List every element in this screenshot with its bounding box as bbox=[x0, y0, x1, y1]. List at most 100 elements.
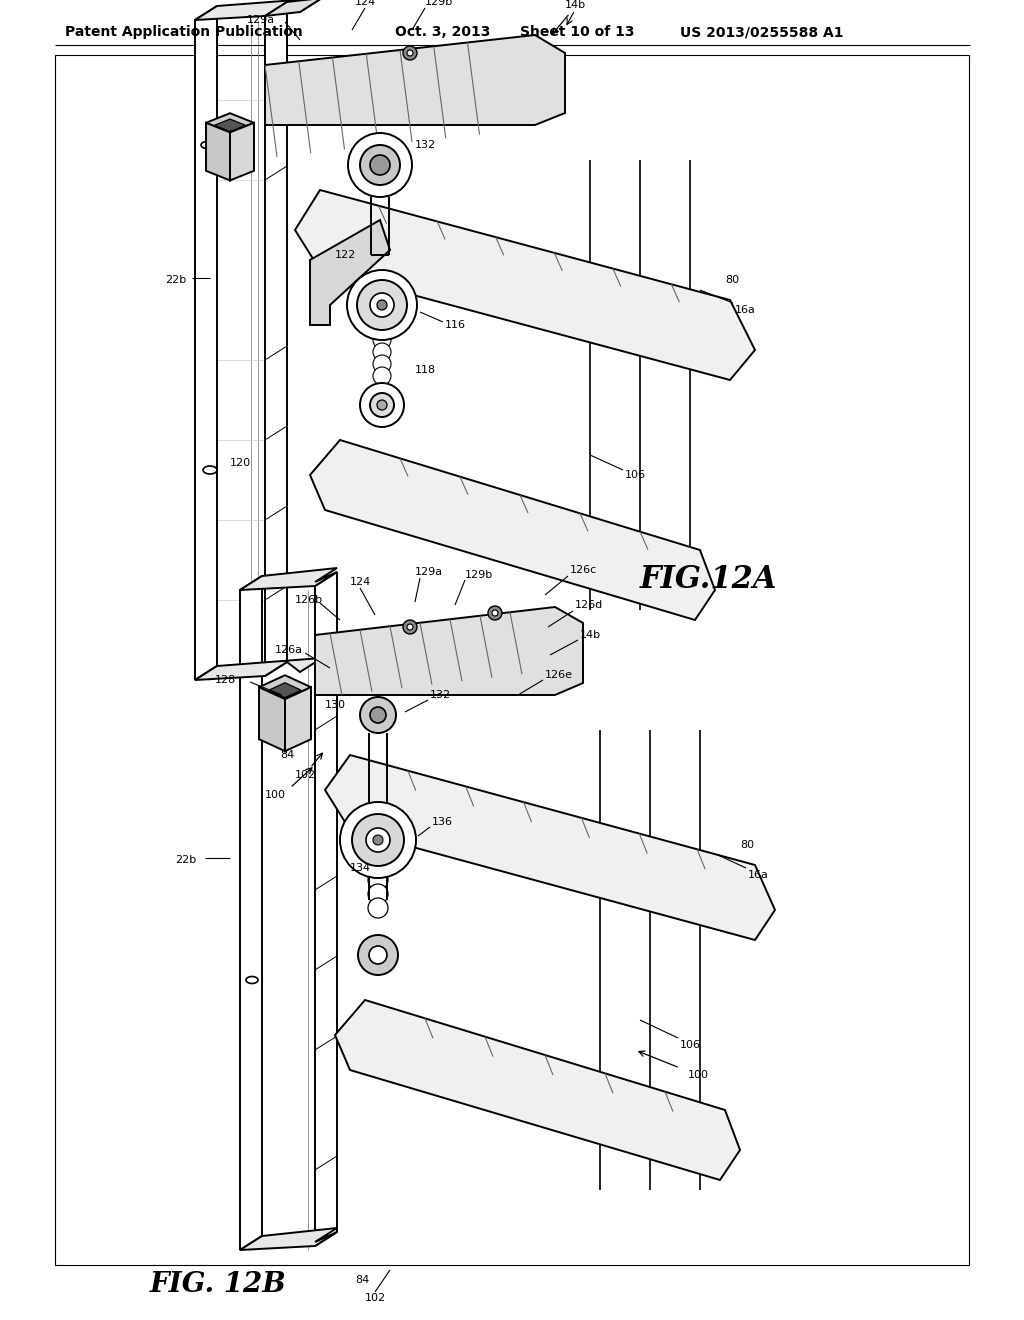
Circle shape bbox=[368, 898, 388, 917]
Circle shape bbox=[373, 355, 391, 374]
Text: 16a: 16a bbox=[735, 305, 756, 315]
Polygon shape bbox=[310, 220, 390, 325]
Polygon shape bbox=[335, 1001, 740, 1180]
Ellipse shape bbox=[203, 466, 217, 474]
Text: 126a: 126a bbox=[275, 645, 303, 655]
Polygon shape bbox=[325, 755, 775, 940]
Polygon shape bbox=[285, 688, 311, 751]
Text: FIG.12A: FIG.12A bbox=[640, 565, 777, 595]
Circle shape bbox=[340, 803, 416, 878]
Circle shape bbox=[368, 884, 388, 904]
Text: 106: 106 bbox=[625, 470, 646, 480]
Polygon shape bbox=[206, 123, 230, 181]
Text: 80: 80 bbox=[725, 275, 739, 285]
Text: 124: 124 bbox=[354, 0, 376, 7]
Text: 129a: 129a bbox=[415, 568, 443, 577]
Circle shape bbox=[403, 620, 417, 634]
Circle shape bbox=[373, 836, 383, 845]
Ellipse shape bbox=[246, 977, 258, 983]
Circle shape bbox=[352, 814, 404, 866]
Polygon shape bbox=[259, 688, 285, 751]
Text: 132: 132 bbox=[415, 140, 436, 150]
Circle shape bbox=[492, 610, 498, 616]
Polygon shape bbox=[269, 682, 301, 697]
Text: 84: 84 bbox=[280, 750, 294, 760]
Polygon shape bbox=[295, 190, 755, 380]
Circle shape bbox=[360, 697, 396, 733]
Polygon shape bbox=[195, 657, 322, 680]
Text: 102: 102 bbox=[365, 1294, 386, 1303]
Text: 130: 130 bbox=[325, 700, 346, 710]
Polygon shape bbox=[240, 1228, 337, 1250]
Polygon shape bbox=[265, 3, 287, 676]
Circle shape bbox=[373, 331, 391, 348]
Circle shape bbox=[368, 870, 388, 890]
Circle shape bbox=[369, 946, 387, 964]
Text: 106: 106 bbox=[680, 1040, 701, 1049]
Text: 132: 132 bbox=[430, 690, 452, 700]
Text: 100: 100 bbox=[688, 1071, 709, 1080]
Circle shape bbox=[377, 300, 387, 310]
Text: 126c: 126c bbox=[570, 565, 597, 576]
Bar bbox=[55, 55, 969, 1265]
Circle shape bbox=[347, 271, 417, 341]
Text: 116: 116 bbox=[445, 319, 466, 330]
Circle shape bbox=[360, 145, 400, 185]
Text: 129b: 129b bbox=[425, 0, 454, 7]
Circle shape bbox=[348, 133, 412, 197]
Text: 120: 120 bbox=[230, 458, 251, 469]
Text: 126e: 126e bbox=[545, 671, 573, 680]
Text: Patent Application Publication: Patent Application Publication bbox=[65, 25, 303, 40]
Ellipse shape bbox=[201, 141, 213, 149]
Polygon shape bbox=[259, 676, 311, 700]
Text: 102: 102 bbox=[295, 770, 316, 780]
Circle shape bbox=[373, 367, 391, 385]
Text: Sheet 10 of 13: Sheet 10 of 13 bbox=[520, 25, 635, 40]
Circle shape bbox=[488, 606, 502, 620]
Circle shape bbox=[360, 383, 404, 426]
Text: 14b: 14b bbox=[580, 630, 601, 640]
Circle shape bbox=[377, 400, 387, 411]
Text: 126b: 126b bbox=[295, 595, 324, 605]
Text: 16a: 16a bbox=[748, 870, 769, 880]
Polygon shape bbox=[265, 0, 322, 16]
Text: 136: 136 bbox=[432, 817, 453, 828]
Circle shape bbox=[358, 935, 398, 975]
Text: 22b: 22b bbox=[175, 855, 197, 865]
Circle shape bbox=[370, 708, 386, 723]
Circle shape bbox=[407, 50, 413, 55]
Polygon shape bbox=[195, 7, 217, 680]
Polygon shape bbox=[310, 440, 715, 620]
Text: 22b: 22b bbox=[165, 275, 186, 285]
Text: 124: 124 bbox=[350, 577, 372, 587]
Circle shape bbox=[373, 343, 391, 360]
Circle shape bbox=[366, 828, 390, 851]
Circle shape bbox=[357, 280, 407, 330]
Polygon shape bbox=[315, 572, 337, 1246]
Circle shape bbox=[370, 393, 394, 417]
Polygon shape bbox=[240, 576, 262, 1250]
Circle shape bbox=[407, 624, 413, 630]
Text: 126d: 126d bbox=[575, 601, 603, 610]
Text: 128: 128 bbox=[215, 675, 237, 685]
Polygon shape bbox=[315, 607, 583, 696]
Text: 84: 84 bbox=[355, 1275, 370, 1284]
Polygon shape bbox=[214, 119, 246, 132]
Polygon shape bbox=[265, 36, 565, 125]
Polygon shape bbox=[240, 568, 337, 590]
Text: 100: 100 bbox=[265, 789, 286, 800]
Text: 129a: 129a bbox=[247, 15, 275, 25]
Text: US 2013/0255588 A1: US 2013/0255588 A1 bbox=[680, 25, 844, 40]
Circle shape bbox=[403, 46, 417, 59]
Text: 14b: 14b bbox=[565, 0, 586, 11]
Circle shape bbox=[370, 293, 394, 317]
Circle shape bbox=[370, 154, 390, 176]
Polygon shape bbox=[195, 0, 322, 20]
Text: 80: 80 bbox=[740, 840, 754, 850]
Text: 118: 118 bbox=[415, 366, 436, 375]
Text: 129b: 129b bbox=[465, 570, 494, 579]
Text: Oct. 3, 2013: Oct. 3, 2013 bbox=[395, 25, 490, 40]
Text: FIG. 12B: FIG. 12B bbox=[150, 1271, 287, 1299]
Polygon shape bbox=[230, 123, 254, 181]
Text: 122: 122 bbox=[335, 249, 356, 260]
